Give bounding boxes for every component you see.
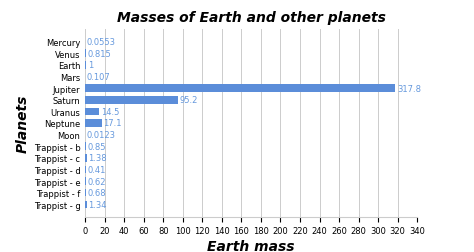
Text: 0.68: 0.68 bbox=[87, 188, 106, 197]
Text: 317.8: 317.8 bbox=[397, 84, 421, 93]
Text: 0.41: 0.41 bbox=[87, 165, 106, 174]
Text: 0.0123: 0.0123 bbox=[87, 131, 116, 140]
Bar bbox=[85, 50, 86, 58]
Text: 0.85: 0.85 bbox=[88, 142, 106, 151]
Text: 0.62: 0.62 bbox=[87, 177, 106, 186]
Text: 17.1: 17.1 bbox=[103, 119, 122, 128]
Bar bbox=[85, 108, 100, 116]
Bar bbox=[85, 154, 87, 162]
X-axis label: Earth mass: Earth mass bbox=[208, 239, 295, 252]
Text: 0.107: 0.107 bbox=[87, 73, 110, 82]
Bar bbox=[85, 120, 102, 127]
Bar bbox=[85, 189, 86, 197]
Bar bbox=[85, 201, 87, 208]
Text: 1: 1 bbox=[88, 61, 93, 70]
Title: Masses of Earth and other planets: Masses of Earth and other planets bbox=[117, 11, 386, 25]
Text: 14.5: 14.5 bbox=[101, 107, 119, 116]
Bar bbox=[85, 143, 86, 150]
Text: 95.2: 95.2 bbox=[180, 96, 198, 105]
Text: 0.0553: 0.0553 bbox=[87, 38, 116, 47]
Y-axis label: Planets: Planets bbox=[16, 94, 29, 152]
Text: 1.34: 1.34 bbox=[88, 200, 107, 209]
Bar bbox=[85, 178, 86, 185]
Bar bbox=[85, 62, 86, 69]
Text: 1.38: 1.38 bbox=[88, 154, 107, 163]
Bar bbox=[85, 97, 178, 104]
Text: 0.815: 0.815 bbox=[88, 50, 111, 58]
Bar bbox=[85, 85, 395, 92]
